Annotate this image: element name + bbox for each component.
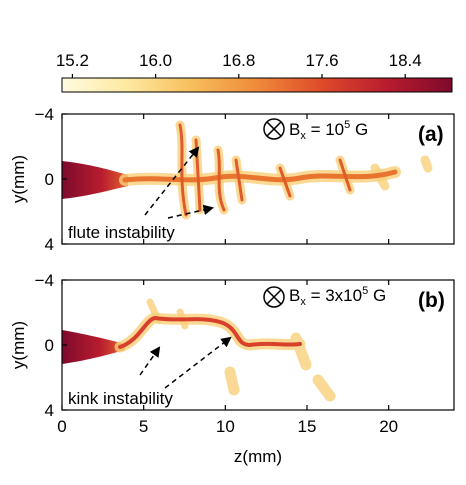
y-axis-label: y(mm) — [9, 155, 28, 203]
x-tick-label: 0 — [57, 417, 66, 436]
field-symbols — [263, 118, 285, 308]
y-axis-label: y(mm) — [9, 321, 28, 369]
field-unit: G — [368, 286, 386, 305]
y-tick-label: 4 — [45, 401, 54, 420]
plume-image — [62, 120, 433, 220]
colorbar — [61, 77, 453, 93]
field-label: Bx = 105 G — [289, 119, 368, 142]
field-unit: G — [350, 120, 368, 139]
y-tick-label: 0 — [45, 170, 54, 189]
field-exponent: 5 — [362, 285, 368, 297]
annotation: kink instability — [68, 389, 173, 408]
x-tick-label: 15 — [298, 417, 317, 436]
y-tick-label: 0 — [45, 336, 54, 355]
y-tick-label: −4 — [35, 105, 54, 124]
x-tick-label: 20 — [379, 417, 398, 436]
field-equals: = 3x10 — [306, 286, 362, 305]
y-tick-label: 4 — [45, 235, 54, 254]
field-subscript: x — [300, 130, 306, 142]
x-tick-label: 10 — [216, 417, 235, 436]
annotation-arrows — [139, 146, 232, 389]
colorbar-tick-label: 16.8 — [222, 51, 255, 70]
y-tick-label: −4 — [35, 271, 54, 290]
x-axis-label: z(mm) — [234, 447, 282, 466]
field-symbol: B — [289, 286, 300, 305]
colorbar-tick-label: 16.0 — [139, 51, 172, 70]
colorbar-tick-label: 18.4 — [389, 51, 422, 70]
panel-label: (a) — [418, 123, 444, 146]
field-label: Bx = 3x105 G — [289, 285, 386, 308]
colorbar-tick-label: 17.6 — [305, 51, 338, 70]
field-subscript: x — [300, 296, 306, 308]
x-tick-label: 5 — [139, 417, 148, 436]
field-symbol: B — [289, 120, 300, 139]
field-equals: = 10 — [306, 120, 344, 139]
field-exponent: 5 — [344, 119, 350, 131]
annotation: flute instability — [68, 223, 175, 242]
panel-label: (b) — [418, 289, 445, 312]
colorbar-tick-label: 15.2 — [56, 51, 89, 70]
plume-image — [62, 298, 336, 402]
